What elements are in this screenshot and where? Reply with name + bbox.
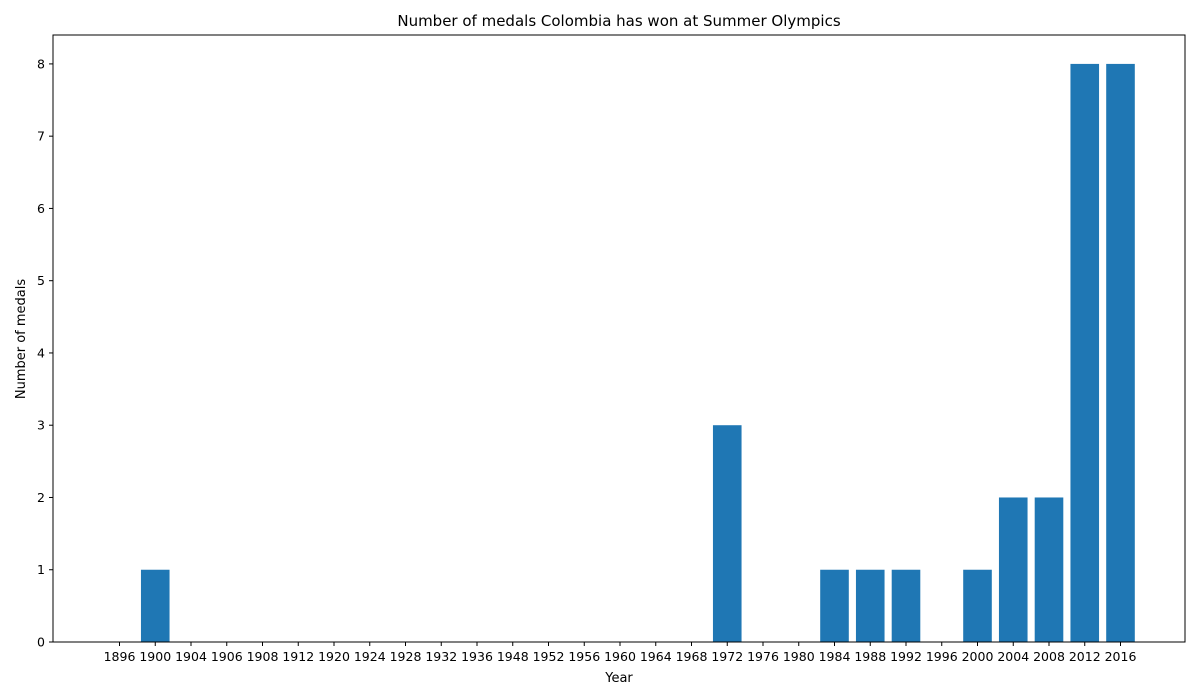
x-tick-label-1924: 1924 xyxy=(354,649,386,664)
x-ticks-group: 1896 1900 1904 1906 1908 1912 1920 1924 1928 1932… xyxy=(104,642,1137,664)
bar-2004 xyxy=(998,497,1028,642)
x-tick-label-1996: 1996 xyxy=(926,649,958,664)
bar-1988 xyxy=(855,569,885,642)
x-tick-label-1988: 1988 xyxy=(854,649,886,664)
bar-2012 xyxy=(1070,63,1100,642)
bar-1992 xyxy=(891,569,921,642)
x-tick-label-1992: 1992 xyxy=(890,649,922,664)
x-tick-label-2012: 2012 xyxy=(1069,649,1101,664)
x-tick-label-1928: 1928 xyxy=(390,649,422,664)
y-tick-label-2: 2 xyxy=(37,490,45,505)
x-tick-label-1968: 1968 xyxy=(676,649,708,664)
x-tick-label-1980: 1980 xyxy=(783,649,815,664)
x-tick-label-1972: 1972 xyxy=(711,649,743,664)
x-tick-label-2008: 2008 xyxy=(1033,649,1065,664)
x-tick-label-1904: 1904 xyxy=(175,649,207,664)
x-tick-label-1984: 1984 xyxy=(819,649,851,664)
x-tick-label-1976: 1976 xyxy=(747,649,779,664)
x-tick-label-1920: 1920 xyxy=(318,649,350,664)
x-tick-label-1906: 1906 xyxy=(211,649,243,664)
bar-2008 xyxy=(1034,497,1064,642)
y-tick-label-0: 0 xyxy=(37,635,45,650)
bar-1900 xyxy=(140,569,170,642)
x-tick-label-1936: 1936 xyxy=(461,649,493,664)
y-tick-label-8: 8 xyxy=(37,56,45,71)
bar-1972 xyxy=(712,425,742,642)
x-tick-label-1908: 1908 xyxy=(247,649,279,664)
x-tick-label-1912: 1912 xyxy=(282,649,314,664)
y-tick-label-5: 5 xyxy=(37,273,45,288)
x-tick-label-1960: 1960 xyxy=(604,649,636,664)
plot-frame xyxy=(52,34,1186,643)
chart-title: Number of medals Colombia has won at Sum… xyxy=(397,12,840,30)
bars-group xyxy=(140,63,1135,642)
x-tick-label-1900: 1900 xyxy=(139,649,171,664)
x-tick-label-2000: 2000 xyxy=(962,649,994,664)
y-axis-label: Number of medals xyxy=(14,279,29,400)
x-tick-label-1948: 1948 xyxy=(497,649,529,664)
y-tick-label-1: 1 xyxy=(37,562,45,577)
y-ticks-group: 0 1 2 3 4 5 6 7 8 xyxy=(37,56,53,650)
bar-2000 xyxy=(963,569,992,642)
x-tick-label-1952: 1952 xyxy=(533,649,565,664)
y-tick-label-4: 4 xyxy=(37,345,45,360)
x-tick-label-1932: 1932 xyxy=(425,649,457,664)
bar-1984 xyxy=(820,569,849,642)
y-tick-label-6: 6 xyxy=(37,201,45,216)
x-tick-label-1896: 1896 xyxy=(104,649,136,664)
x-tick-label-1956: 1956 xyxy=(568,649,600,664)
x-tick-label-1964: 1964 xyxy=(640,649,672,664)
y-tick-label-3: 3 xyxy=(37,418,45,433)
y-tick-label-7: 7 xyxy=(37,129,45,144)
x-tick-label-2016: 2016 xyxy=(1105,649,1137,664)
x-tick-label-2004: 2004 xyxy=(997,649,1029,664)
bar-2016 xyxy=(1106,63,1135,642)
x-axis-label: Year xyxy=(604,671,633,686)
